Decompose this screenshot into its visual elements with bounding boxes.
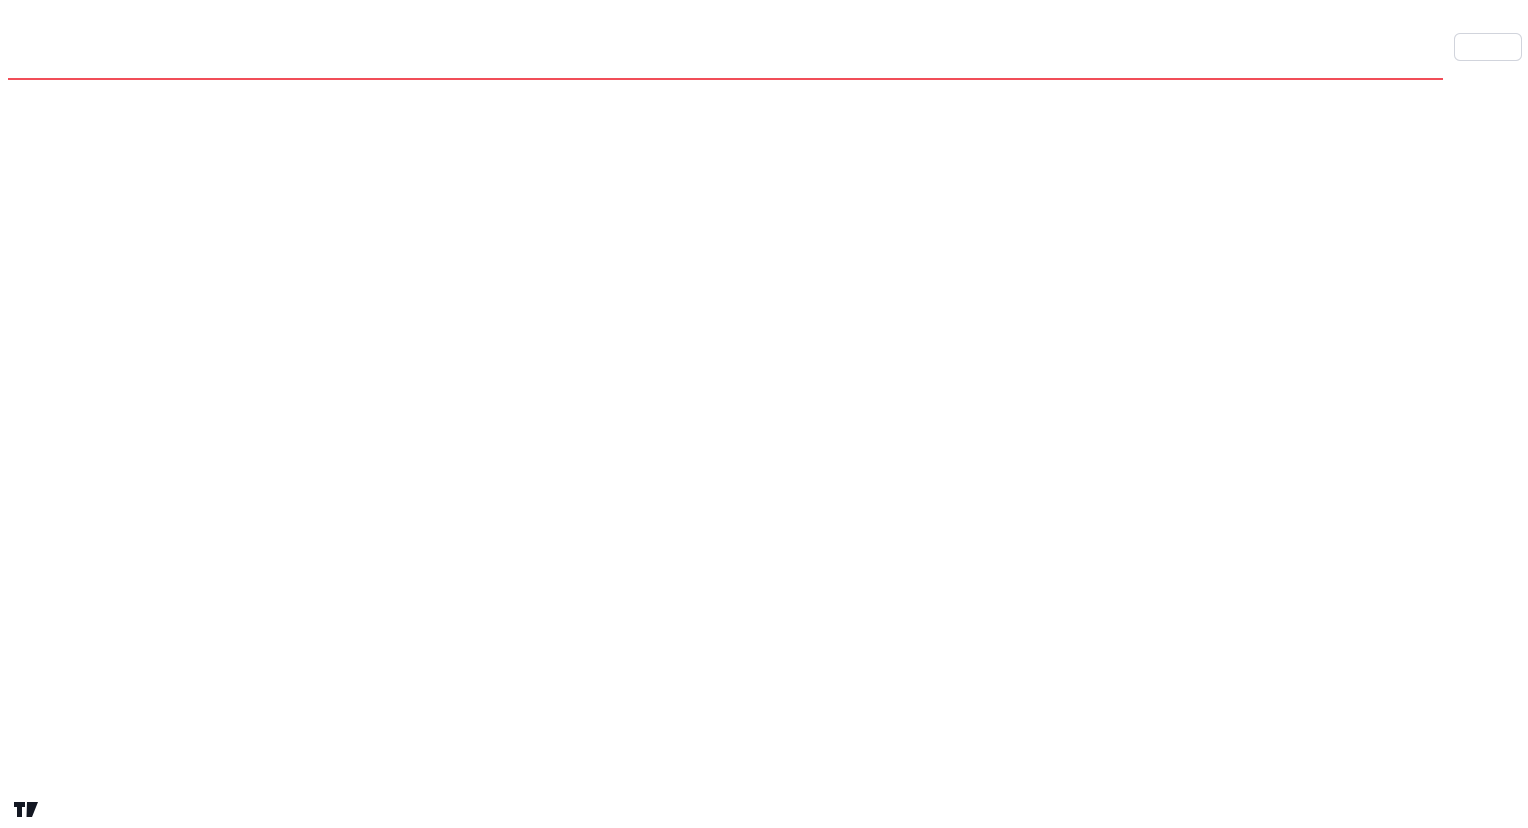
symbol-title-row	[18, 36, 68, 51]
tradingview-attribution-link[interactable]	[14, 799, 46, 821]
dz-indicator-row	[18, 626, 26, 641]
volume-row	[18, 53, 26, 68]
tradingview-logo-icon	[14, 802, 38, 817]
resistance-line-11691	[8, 78, 1443, 80]
currency-toggle-button[interactable]	[1454, 33, 1522, 61]
